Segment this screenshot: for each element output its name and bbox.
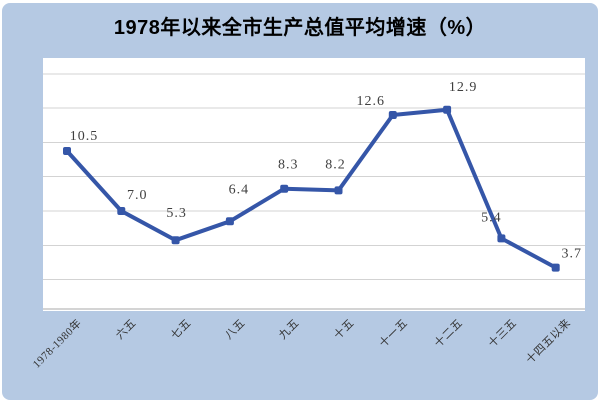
data-point-marker [388, 111, 397, 119]
data-label: 7.0 [127, 188, 148, 203]
x-axis-label: 十一五 [377, 317, 411, 351]
data-label: 5.4 [481, 210, 502, 225]
x-axis-label: 十二五 [431, 317, 465, 351]
data-point-marker [171, 236, 180, 245]
x-axis-label: 十四五以来 [524, 317, 574, 367]
data-label: 8.2 [325, 157, 346, 172]
data-label: 12.6 [357, 94, 386, 109]
data-point-marker [497, 234, 506, 243]
x-axis-label: 七五 [168, 317, 194, 342]
x-axis-label: 十三五 [486, 317, 520, 351]
data-point-marker [117, 207, 126, 215]
data-point-marker [551, 263, 560, 272]
series-line [65, 107, 558, 270]
data-point-marker [280, 184, 289, 193]
data-point-marker [443, 105, 452, 114]
data-point-marker [63, 147, 71, 155]
x-axis-label: 六五 [114, 317, 139, 342]
x-axis-label: 十五 [331, 317, 357, 342]
data-label: 6.4 [229, 182, 250, 197]
data-point-marker [334, 186, 343, 195]
chart-panel: 1978年以来全市生产总值平均增速（%） 10.5 7.0 5.3 6.4 8.3 8.2… [2, 3, 598, 400]
line-chart: 10.5 7.0 5.3 6.4 8.3 8.2 12.6 12.9 5.4 3.7 [43, 73, 585, 310]
data-label: 10.5 [70, 129, 99, 144]
data-label: 5.3 [166, 206, 187, 221]
x-axis-label: 1978-1980年 [31, 317, 85, 371]
data-point-marker [225, 217, 234, 226]
chart-title: 1978年以来全市生产总值平均增速（%） [113, 17, 487, 39]
data-label: 8.3 [278, 158, 299, 173]
plot-area: 10.5 7.0 5.3 6.4 8.3 8.2 12.6 12.9 5.4 3.7 [43, 58, 585, 311]
data-label: 3.7 [561, 247, 582, 262]
x-axis-label: 八五 [222, 317, 248, 342]
x-axis-label: 九五 [277, 317, 302, 342]
data-label: 12.9 [449, 80, 478, 95]
